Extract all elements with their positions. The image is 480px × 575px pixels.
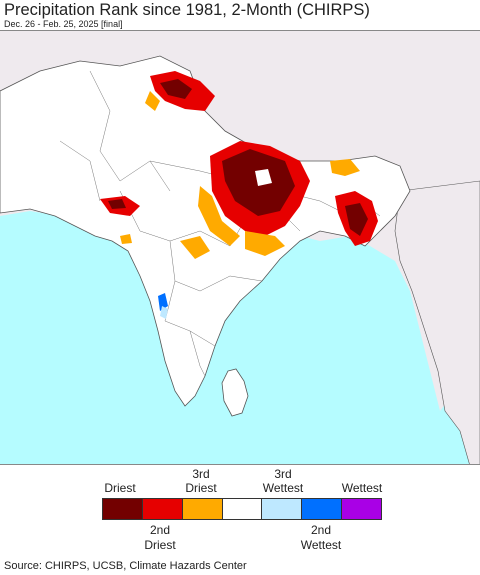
legend-color-bar	[102, 498, 382, 520]
legend-label-2nd-driest-rank: 2nd	[149, 523, 171, 537]
southwest-wet-patch	[158, 293, 168, 311]
date-range: Dec. 26 - Feb. 25, 2025 [final]	[4, 19, 123, 29]
source-credit: Source: CHIRPS, UCSB, Climate Hazards Ce…	[4, 560, 247, 572]
southeast-asia-land	[394, 180, 480, 464]
central-dry-patches	[120, 234, 210, 259]
legend-label-2nd-wettest-word: Wettest	[300, 538, 342, 552]
precipitation-map	[0, 31, 480, 464]
legend-label-2nd-driest-word: Driest	[144, 538, 176, 552]
legend-label-wettest: Wettest	[341, 481, 383, 495]
gangetic-dry-cluster	[198, 141, 310, 256]
legend-swatch-3rd-driest	[182, 499, 223, 519]
legend-label-3rd-driest-rank: 3rd	[192, 467, 210, 481]
legend-swatch-2nd-wettest	[302, 499, 343, 519]
legend-swatch-wettest	[342, 499, 382, 519]
legend-label-3rd-wettest-word: Wettest	[262, 481, 304, 495]
legend-label-3rd-driest-word: Driest	[185, 481, 217, 495]
legend-swatch-driest	[103, 499, 143, 519]
map-panel	[0, 30, 480, 465]
south-asia-land	[0, 55, 411, 407]
legend-swatch-2nd-driest	[142, 499, 183, 519]
west-dry-cluster	[100, 196, 140, 216]
legend-label-3rd-wettest-rank: 3rd	[274, 467, 292, 481]
map-title: Precipitation Rank since 1981, 2-Month (…	[4, 1, 370, 19]
legend-label-2nd-wettest-rank: 2nd	[310, 523, 332, 537]
legend-label-driest: Driest	[104, 481, 136, 495]
northeast-dry-cluster	[330, 159, 378, 246]
legend-swatch-3rd-wettest	[262, 499, 303, 519]
legend-swatch-normal	[222, 499, 263, 519]
sri-lanka	[221, 368, 249, 417]
north-dry-cluster	[145, 71, 215, 111]
